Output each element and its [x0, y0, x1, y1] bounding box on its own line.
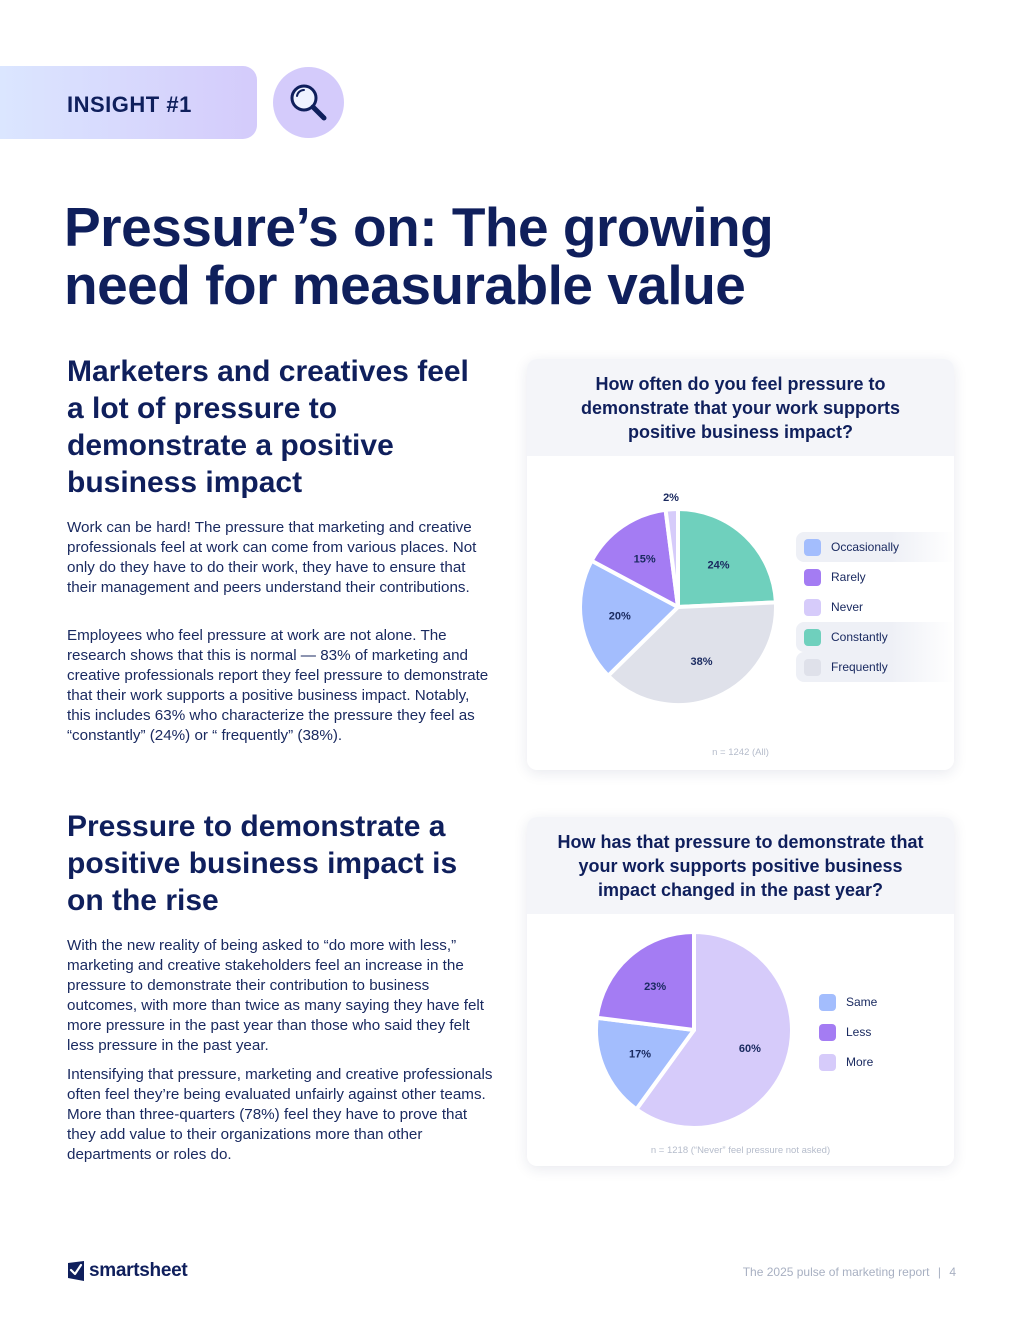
pie-slice-less [594, 930, 696, 1032]
pie-label-more: 60% [739, 1043, 761, 1055]
legend-swatch [819, 1023, 836, 1041]
legend-swatch [819, 1053, 836, 1071]
section2-paragraph-1: With the new reality of being asked to “… [67, 937, 485, 1055]
chart2-legend: Same Less More [811, 987, 941, 1077]
pie-label-less: 23% [644, 981, 666, 993]
report-title: The 2025 pulse of marketing report [742, 1265, 930, 1279]
legend-item-frequently: Frequently [796, 652, 954, 682]
page-number: 4 [949, 1265, 956, 1279]
pie-slice-rarely [589, 507, 680, 609]
smartsheet-logo-icon [68, 1261, 84, 1281]
chart-card-change: How has that pressure to demonstrate tha… [527, 817, 954, 1166]
section1-paragraph-1: Work can be hard! The pressure that mark… [67, 519, 477, 597]
pie-label-frequently: 38% [691, 656, 713, 668]
legend-swatch [804, 598, 821, 616]
legend-swatch [804, 628, 821, 646]
chart1-legend: Occasionally Rarely Never Constantly Frequen… [796, 532, 954, 682]
pie-label-same: 17% [629, 1048, 651, 1060]
legend-label: Same [846, 995, 878, 1009]
smartsheet-logo: smartsheet [67, 1260, 188, 1282]
pie-slice-same [594, 1015, 696, 1112]
chart2-note: n = 1218 (“Never” feel pressure not aske… [650, 1145, 831, 1156]
legend-label: Occasionally [831, 540, 900, 554]
insight-label: INSIGHT #1 [67, 92, 192, 117]
chart2-title: How has that pressure to demonstrate tha… [527, 817, 954, 914]
legend-label: Never [831, 600, 864, 614]
pie-label-rarely: 15% [634, 554, 656, 566]
pie-slice-occasionally [578, 558, 680, 678]
legend-label: Rarely [831, 570, 866, 584]
pie-label-never: 2% [663, 492, 679, 504]
pie-slice-more [634, 930, 794, 1130]
chart-card-frequency: How often do you feel pressure to demons… [527, 359, 954, 770]
section2-paragraph-2: Intensifying that pressure, marketing an… [67, 1066, 493, 1164]
legend-item-same: Same [811, 987, 941, 1017]
footer-separator: | [937, 1265, 941, 1279]
legend-swatch [804, 568, 821, 586]
page-title: Pressure’s on: The growing need for meas… [64, 196, 774, 316]
chart1-title: How often do you feel pressure to demons… [527, 359, 954, 456]
legend-swatch [804, 658, 821, 676]
legend-item-never: Never [796, 592, 954, 622]
legend-label: Constantly [831, 630, 888, 644]
pie-label-constantly: 24% [708, 559, 730, 571]
pie-slice-never [663, 507, 680, 609]
chart1-pie: 24% 38% 20% 15% 2% [578, 492, 778, 707]
legend-label: More [846, 1055, 874, 1069]
section1-paragraph-2: Employees who feel pressure at work are … [67, 627, 489, 745]
legend-label: Less [846, 1025, 872, 1039]
chart2-pie: 60% 17% 23% [594, 930, 794, 1130]
section1-heading: Marketers and creatives feel a lot of pr… [67, 355, 469, 499]
insight-badge [0, 66, 257, 139]
legend-item-more: More [811, 1047, 941, 1077]
section2-heading: Pressure to demonstrate a positive busin… [67, 810, 458, 917]
magnifier-icon [273, 67, 344, 138]
legend-label: Frequently [831, 660, 888, 674]
legend-swatch [819, 993, 836, 1011]
chart1-note: n = 1242 (All) [712, 747, 769, 758]
pie-slice-constantly [676, 507, 778, 609]
footer-report-text: The 2025 pulse of marketing report | 4 [743, 1265, 956, 1279]
legend-item-occasionally: Occasionally [796, 532, 954, 562]
legend-item-rarely: Rarely [796, 562, 954, 592]
pie-label-occasionally: 20% [609, 610, 631, 622]
legend-item-less: Less [811, 1017, 941, 1047]
legend-swatch [804, 538, 821, 556]
pie-slice-frequently [606, 600, 778, 707]
legend-item-constantly: Constantly [796, 622, 954, 652]
logo-text: smartsheet [89, 1260, 188, 1281]
